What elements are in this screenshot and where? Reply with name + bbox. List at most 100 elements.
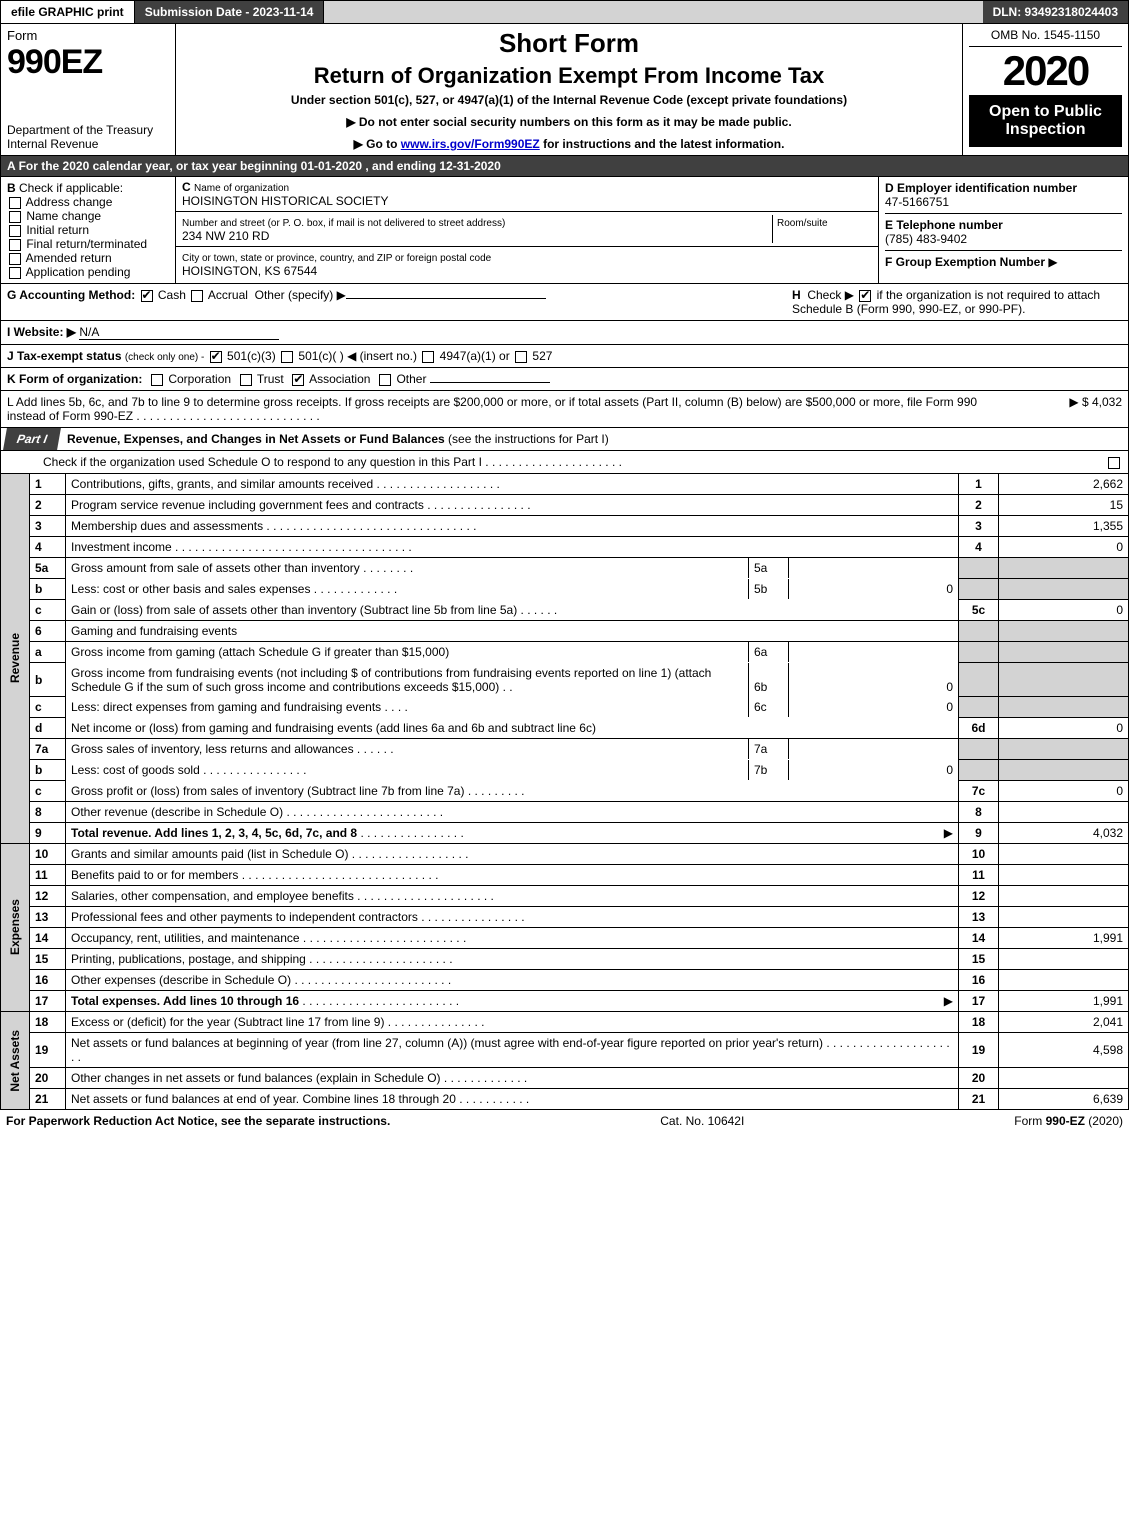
row-amt: 2,041 — [999, 1012, 1129, 1033]
checkbox-4947[interactable] — [422, 351, 434, 363]
instruction-goto: ▶ Go to www.irs.gov/Form990EZ for instru… — [182, 137, 956, 151]
return-title: Return of Organization Exempt From Incom… — [182, 63, 956, 89]
checkbox-corporation[interactable] — [151, 374, 163, 386]
row-num: 16 — [30, 970, 66, 991]
j-c: 4947(a)(1) or — [440, 349, 510, 363]
row-box: 6d — [959, 718, 999, 739]
checkbox-association[interactable] — [292, 374, 304, 386]
row-desc-pre: Gross income from fundraising events (no… — [71, 666, 358, 680]
row-num: b — [30, 663, 66, 697]
expenses-table: Expenses 10 Grants and similar amounts p… — [0, 844, 1129, 1012]
checkbox-application-pending[interactable] — [9, 267, 21, 279]
row-desc: Salaries, other compensation, and employ… — [71, 889, 354, 903]
row-desc: Less: cost of goods sold — [71, 763, 200, 777]
checkbox-name-change[interactable] — [9, 211, 21, 223]
tax-year: 2020 — [969, 47, 1122, 95]
row-sub: 5b — [748, 579, 788, 599]
row-num: b — [30, 760, 66, 781]
row-desc: Gross sales of inventory, less returns a… — [71, 742, 354, 756]
row-num: 20 — [30, 1068, 66, 1089]
row-box: 20 — [959, 1068, 999, 1089]
arrow-icon: ▶ — [944, 994, 953, 1008]
row-num: d — [30, 718, 66, 739]
row-desc: Occupancy, rent, utilities, and maintena… — [71, 931, 300, 945]
irs-link[interactable]: www.irs.gov/Form990EZ — [401, 137, 540, 151]
row-amt: 2,662 — [999, 474, 1129, 495]
checkbox-amended-return[interactable] — [9, 253, 21, 265]
k-label: K Form of organization: — [7, 372, 142, 386]
row-num: c — [30, 600, 66, 621]
checkbox-527[interactable] — [515, 351, 527, 363]
row-desc: Contributions, gifts, grants, and simila… — [71, 477, 373, 491]
row-desc: Investment income — [71, 540, 172, 554]
h-pre: Check ▶ — [807, 288, 854, 302]
row-amt — [999, 949, 1129, 970]
row-box: 16 — [959, 970, 999, 991]
checkbox-accrual[interactable] — [191, 290, 203, 302]
row-num: 5a — [30, 558, 66, 579]
row-num: 11 — [30, 865, 66, 886]
checkbox-cash[interactable] — [141, 290, 153, 302]
checkbox-final-return[interactable] — [9, 239, 21, 251]
row-amt: 0 — [999, 537, 1129, 558]
row-amt — [999, 865, 1129, 886]
goto-pre: ▶ Go to — [354, 137, 401, 151]
row-subamt: 0 — [788, 579, 958, 599]
footer-left: For Paperwork Reduction Act Notice, see … — [6, 1114, 390, 1128]
row-desc: Excess or (deficit) for the year (Subtra… — [71, 1015, 384, 1029]
row-desc: Less: direct expenses from gaming and fu… — [71, 700, 381, 714]
row-desc: Total expenses. Add lines 10 through 16 — [71, 994, 299, 1008]
row-desc: Gain or (loss) from sale of assets other… — [71, 603, 517, 617]
j-b: 501(c)( ) ◀ (insert no.) — [298, 349, 417, 363]
checkbox-501c[interactable] — [281, 351, 293, 363]
row-sub: 6a — [748, 642, 788, 662]
row-subamt: 0 — [788, 663, 958, 697]
row-num: b — [30, 579, 66, 600]
omb-number: OMB No. 1545-1150 — [969, 28, 1122, 47]
checkbox-initial-return[interactable] — [9, 225, 21, 237]
part1-check-text: Check if the organization used Schedule … — [43, 455, 482, 469]
checkbox-part1-scho[interactable] — [1108, 457, 1120, 469]
checkbox-h[interactable] — [859, 290, 871, 302]
row-num: 3 — [30, 516, 66, 537]
opt-final-return: Final return/terminated — [26, 237, 147, 251]
row-sub: 7b — [748, 760, 788, 780]
checkbox-address-change[interactable] — [9, 197, 21, 209]
h-label: H — [792, 288, 801, 302]
row-desc: Other revenue (describe in Schedule O) — [71, 805, 283, 819]
checkbox-501c3[interactable] — [210, 351, 222, 363]
row-desc: Gross amount from sale of assets other t… — [71, 561, 360, 575]
row-num: 14 — [30, 928, 66, 949]
row-desc: Other expenses (describe in Schedule O) — [71, 973, 291, 987]
row-desc: Benefits paid to or for members — [71, 868, 238, 882]
submission-date-button[interactable]: Submission Date - 2023-11-14 — [135, 1, 325, 23]
netassets-table: Net Assets 18 Excess or (deficit) for th… — [0, 1012, 1129, 1110]
row-amt — [999, 844, 1129, 865]
l-prefix: ▶ $ — [1069, 395, 1092, 409]
page-footer: For Paperwork Reduction Act Notice, see … — [0, 1110, 1129, 1132]
row-desc: Less: cost or other basis and sales expe… — [71, 582, 310, 596]
opt-application-pending: Application pending — [26, 265, 131, 279]
efile-print-button[interactable]: efile GRAPHIC print — [1, 1, 135, 23]
k-assoc: Association — [309, 372, 370, 386]
row-num: 9 — [30, 823, 66, 844]
row-num: 2 — [30, 495, 66, 516]
row-desc: Gaming and fundraising events — [66, 621, 959, 642]
row-num: 7a — [30, 739, 66, 760]
form-number: 990EZ — [7, 43, 169, 82]
checkbox-other[interactable] — [379, 374, 391, 386]
b-label: B — [7, 181, 16, 195]
row-sub: 6b — [748, 663, 788, 697]
part1-tag: Part I — [3, 428, 61, 450]
row-desc: Program service revenue including govern… — [71, 498, 424, 512]
row-num: 12 — [30, 886, 66, 907]
row-subamt — [788, 558, 958, 578]
opt-initial-return: Initial return — [26, 223, 89, 237]
checkbox-trust[interactable] — [240, 374, 252, 386]
row-desc: Membership dues and assessments — [71, 519, 263, 533]
row-amt — [999, 886, 1129, 907]
line-l: L Add lines 5b, 6c, and 7b to line 9 to … — [0, 391, 1129, 428]
l-amount: 4,032 — [1092, 395, 1122, 409]
row-num: 17 — [30, 991, 66, 1012]
row-amt: 4,032 — [999, 823, 1129, 844]
